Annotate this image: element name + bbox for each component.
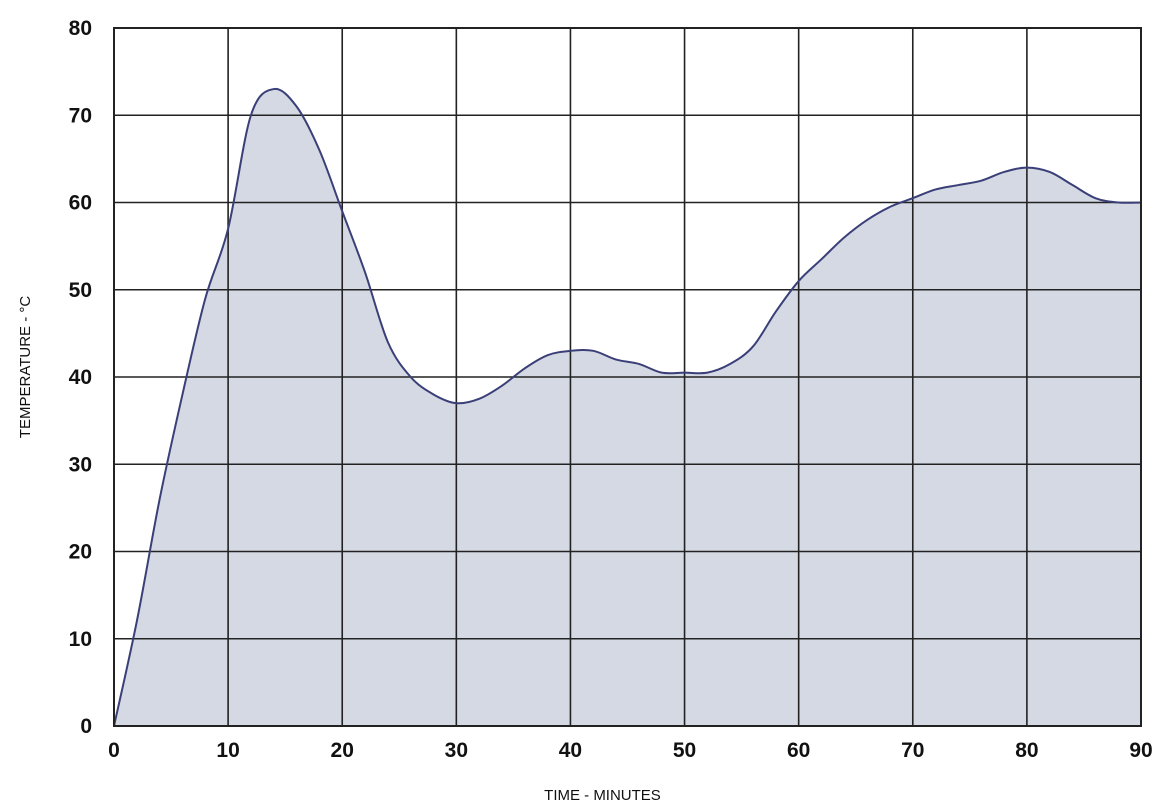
area-layer	[114, 88, 1141, 726]
x-tick-label: 0	[108, 739, 120, 762]
x-axis-ticks: 0 10 20 30 40 50 60 70 80 90	[108, 739, 1153, 762]
y-tick-label: 10	[69, 628, 92, 651]
line-layer	[113, 87, 1142, 727]
y-tick-label: 0	[80, 715, 92, 738]
x-tick-label: 20	[331, 739, 354, 762]
x-tick-label: 10	[216, 739, 239, 762]
border-layer	[113, 27, 1142, 727]
plot-border	[113, 27, 1142, 727]
x-tick-label: 80	[1015, 739, 1038, 762]
temperature-area	[114, 88, 1141, 726]
x-tick-label: 40	[559, 739, 582, 762]
x-tick-label: 70	[901, 739, 924, 762]
y-axis-title: TEMPERATURE - °C	[17, 296, 34, 439]
y-tick-label: 80	[69, 17, 92, 40]
y-axis-ticks: 0 10 20 30 40 50 60 70 80	[69, 17, 92, 738]
x-tick-label: 90	[1129, 739, 1152, 762]
y-tick-label: 40	[69, 366, 92, 389]
y-tick-label: 50	[69, 279, 92, 302]
x-tick-label: 30	[445, 739, 468, 762]
x-axis-title: TIME - MINUTES	[544, 787, 661, 804]
x-tick-label: 60	[787, 739, 810, 762]
temperature-line	[113, 87, 1142, 727]
y-tick-label: 70	[69, 104, 92, 127]
x-tick-label: 50	[673, 739, 696, 762]
y-tick-label: 60	[69, 192, 92, 215]
y-tick-label: 20	[69, 541, 92, 564]
y-tick-label: 30	[69, 453, 92, 476]
